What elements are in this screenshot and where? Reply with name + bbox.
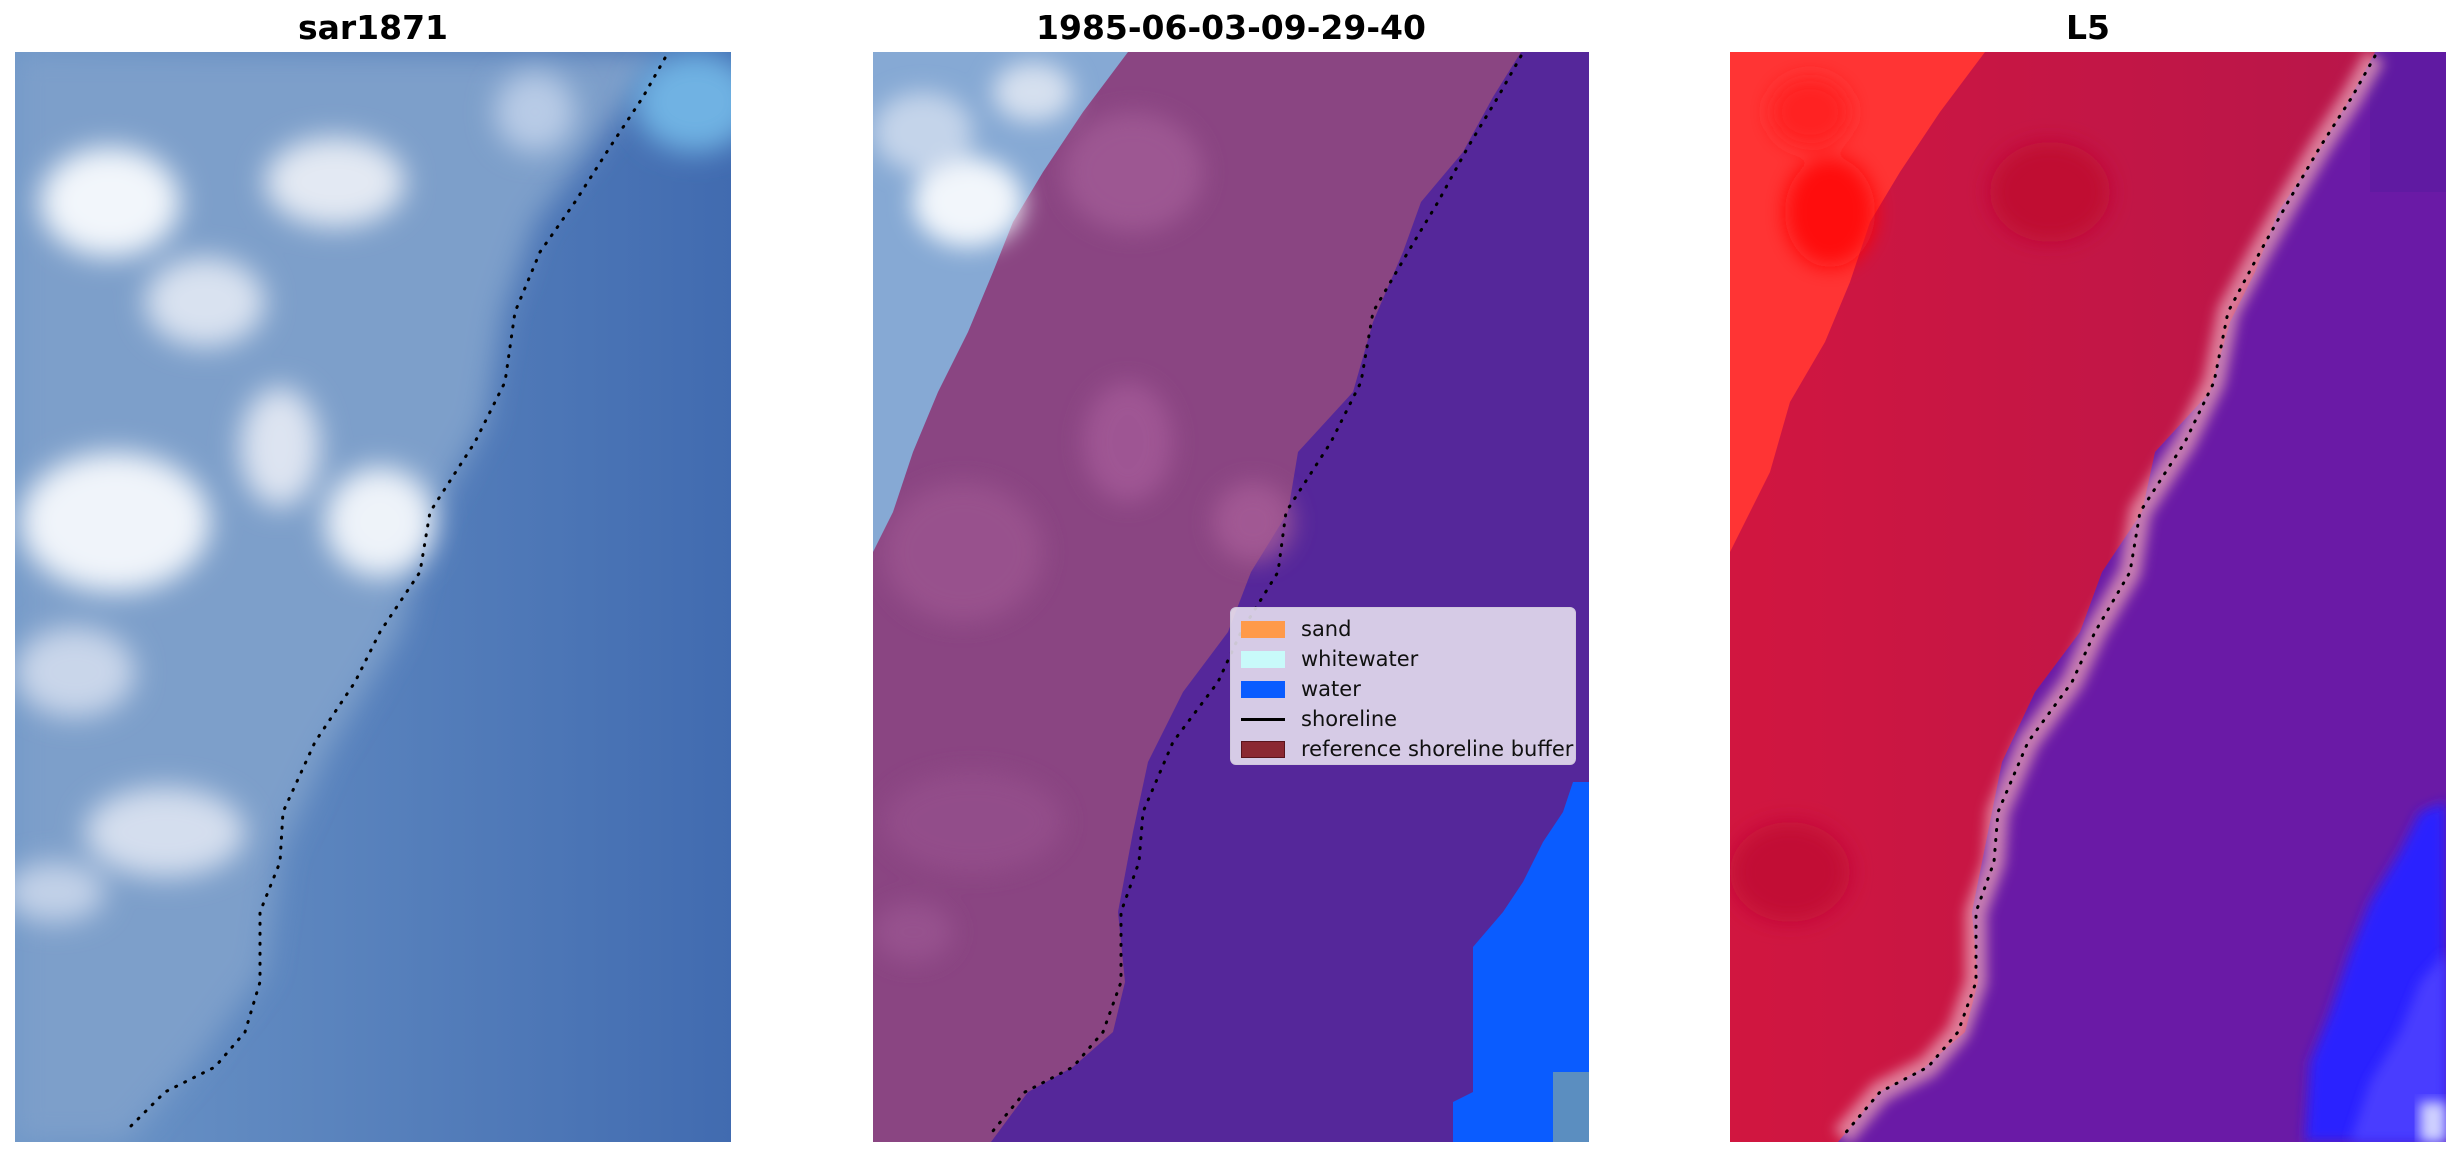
whitewater-patches — [15, 52, 731, 922]
legend-item-whitewater: whitewater — [1241, 644, 1565, 674]
high-index-region — [1730, 52, 1985, 552]
water-pixels — [1453, 782, 1589, 1142]
shoreline-dotted — [1840, 54, 2377, 1139]
legend-item-reference-buffer: reference shoreline buffer — [1241, 734, 1573, 764]
sand-class-region — [873, 52, 1521, 1142]
index-image-panel — [1730, 52, 2446, 1142]
sand-swatch — [1241, 620, 1285, 638]
legend: sand whitewater water shoreline referenc… — [1230, 607, 1576, 765]
shoreline-dotted — [123, 56, 667, 1134]
rgb-image-panel — [15, 52, 731, 1142]
legend-label: reference shoreline buffer — [1301, 737, 1574, 761]
reference-buffer-swatch — [1241, 740, 1285, 758]
panel-title-rgb: sar1871 — [297, 8, 449, 47]
index-image — [1730, 52, 2446, 1142]
legend-label: shoreline — [1301, 707, 1398, 731]
shoreline-swatch — [1241, 717, 1285, 721]
legend-label: sand — [1301, 617, 1352, 641]
legend-item-shoreline: shoreline — [1241, 704, 1565, 734]
rgb-satellite-image — [15, 52, 731, 1142]
legend-label: whitewater — [1301, 647, 1419, 671]
water-swatch — [1241, 680, 1285, 698]
panel-title-classified: 1985-06-03-09-29-40 — [1036, 8, 1426, 47]
whitewater-swatch — [1241, 650, 1285, 668]
legend-item-sand: sand — [1241, 614, 1565, 644]
legend-label: water — [1301, 677, 1361, 701]
land-index-region — [1730, 52, 2375, 1142]
legend-item-water: water — [1241, 674, 1565, 704]
panel-title-index: L5 — [2066, 8, 2110, 47]
classified-image-panel — [873, 52, 1589, 1142]
classified-image — [873, 52, 1589, 1142]
